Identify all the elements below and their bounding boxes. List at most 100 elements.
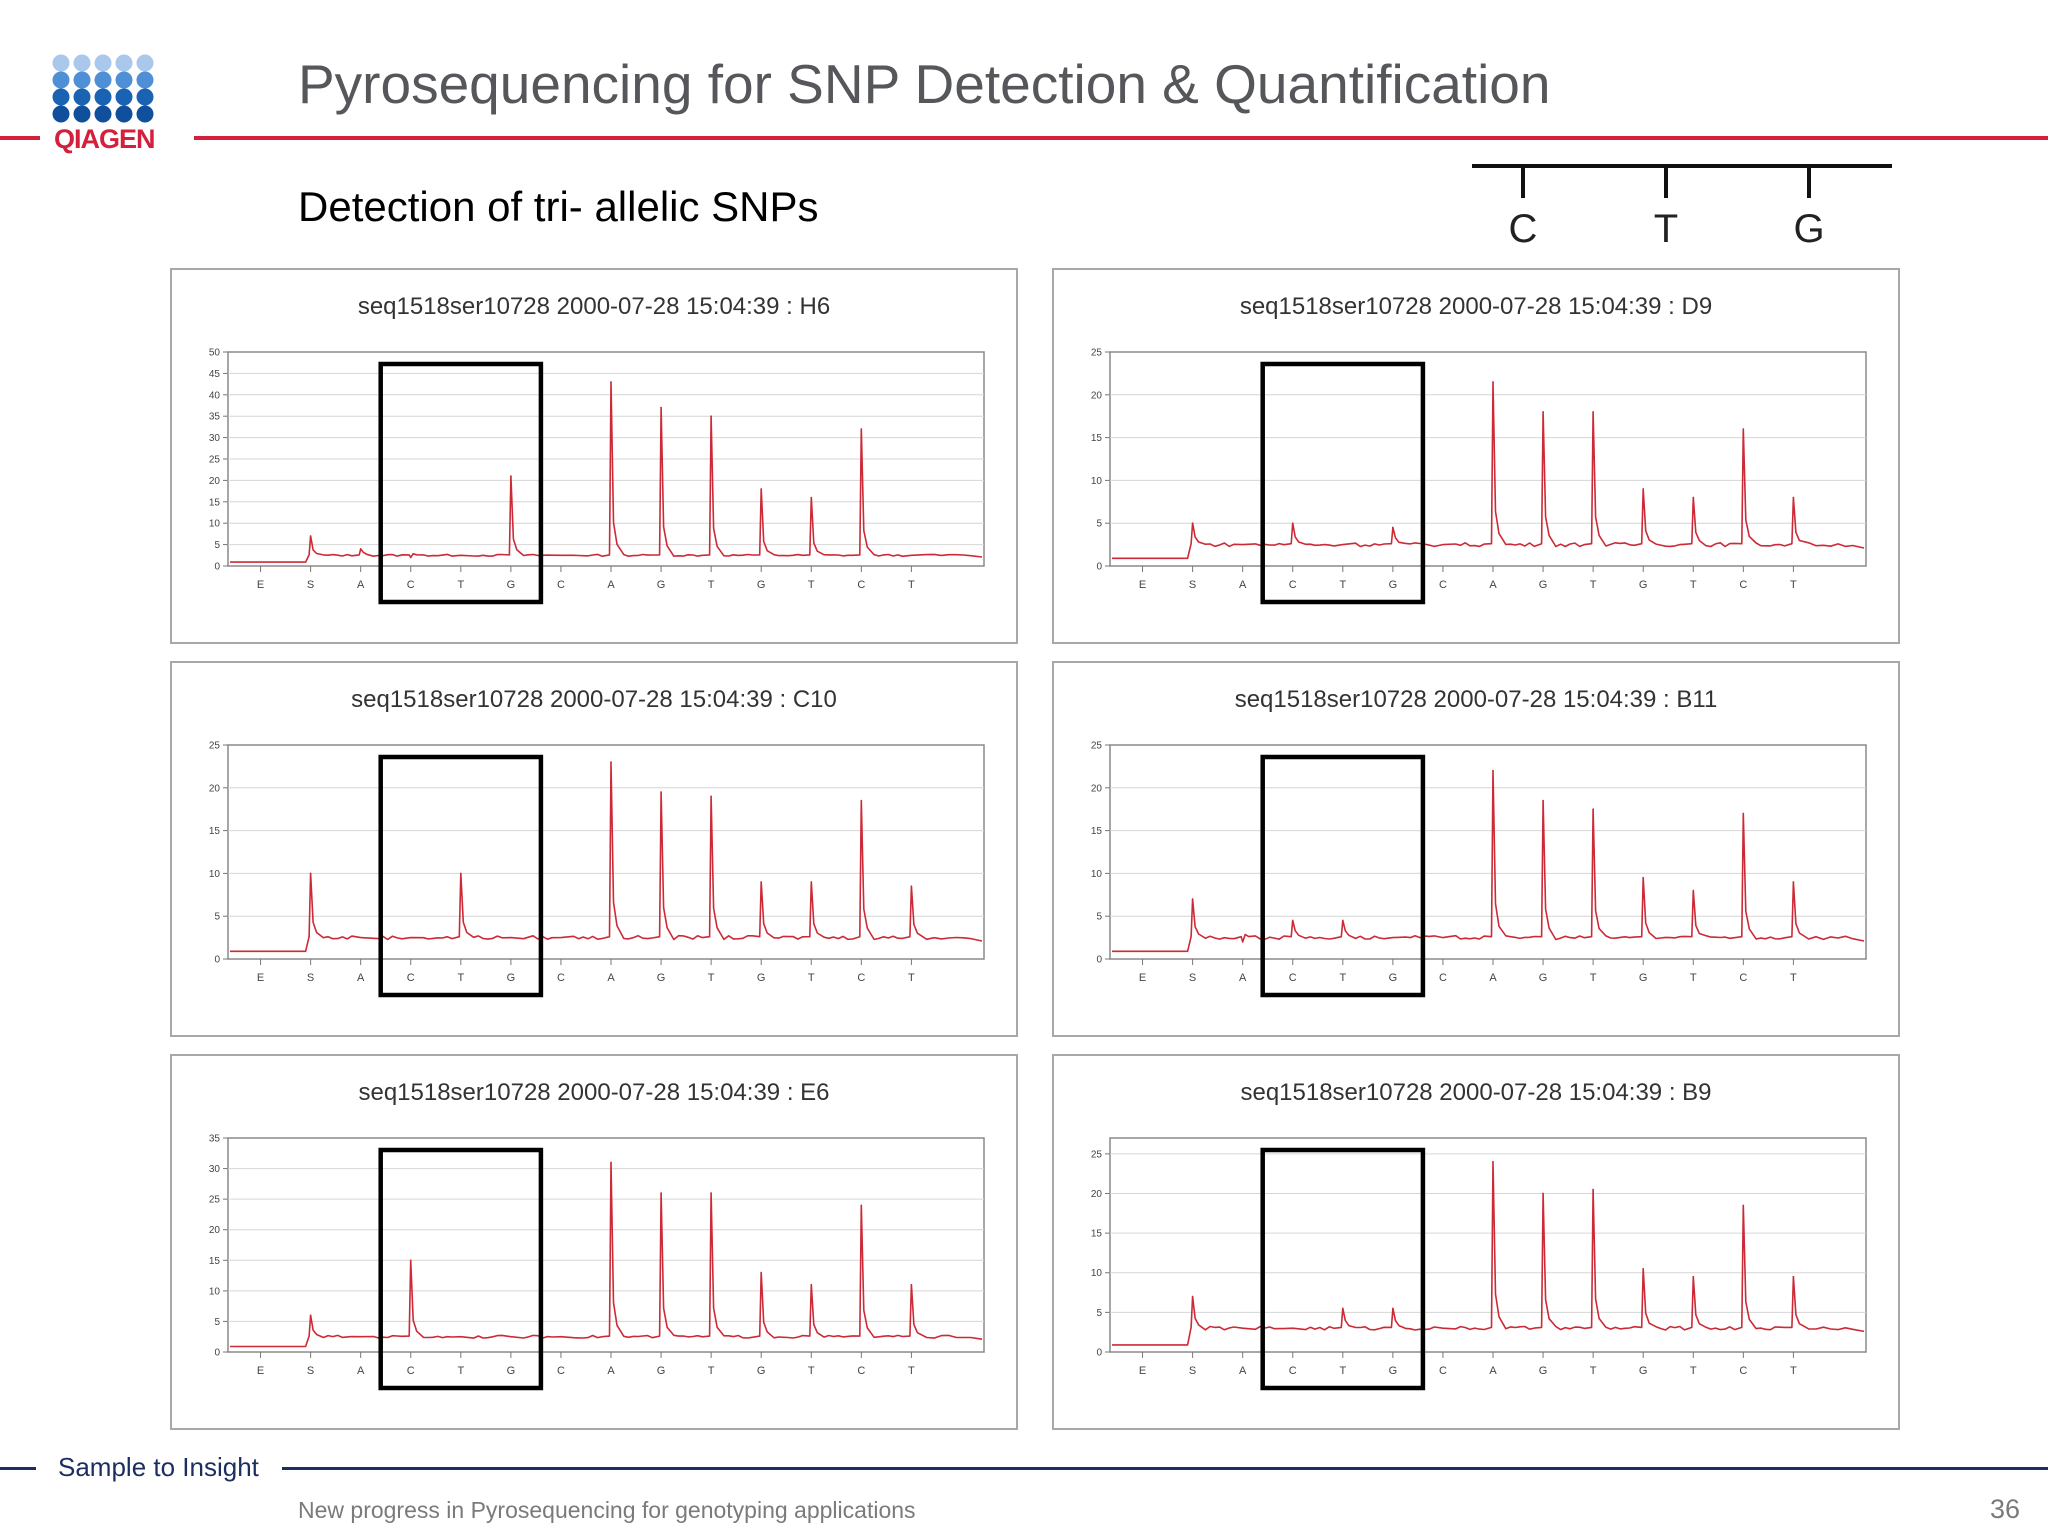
x-tick-label: C [407, 1365, 415, 1377]
y-tick-label: 15 [1091, 433, 1103, 444]
x-tick-label: G [1639, 579, 1648, 591]
footer-rule [282, 1467, 2048, 1470]
peak-point [1692, 496, 1695, 499]
tagline: Sample to Insight [58, 1452, 259, 1482]
x-tick-label: T [1690, 972, 1697, 984]
y-tick-label: 5 [214, 540, 220, 551]
peak-point [1592, 1188, 1594, 1191]
logo-dot [136, 88, 154, 106]
y-tick-label: 25 [209, 1195, 221, 1206]
peak-point [309, 535, 312, 537]
x-tick-label: G [1539, 972, 1548, 984]
peak-point [1642, 1267, 1645, 1270]
y-tick-label: 15 [1091, 1229, 1103, 1240]
x-tick-label: G [507, 579, 516, 591]
x-tick-label: T [708, 1365, 715, 1377]
y-tick-label: 20 [209, 783, 221, 794]
pyrogram-trace [1112, 1161, 1865, 1346]
peak-point [910, 1283, 913, 1286]
plot-area [1109, 744, 1867, 960]
peak-point [1392, 1307, 1394, 1310]
y-tick-label: 25 [209, 455, 221, 466]
y-tick-label: 0 [1096, 1348, 1102, 1359]
pyrogram-trace [1112, 381, 1865, 560]
x-tick-label: S [1189, 1365, 1196, 1377]
x-tick-label: G [757, 579, 766, 591]
peak-point [460, 872, 462, 875]
peak-point [1492, 769, 1494, 772]
x-tick-label: G [1539, 579, 1548, 591]
x-tick-label: G [757, 1365, 766, 1377]
x-tick-label: G [1639, 972, 1648, 984]
peak-point [1642, 876, 1645, 879]
x-tick-label: E [257, 579, 264, 591]
snp-highlight-box [378, 1147, 544, 1391]
y-tick-label: 40 [209, 390, 221, 401]
x-tick-label: T [1339, 972, 1346, 984]
peak-point [1742, 428, 1745, 430]
peak-point [1542, 1192, 1544, 1195]
x-tick-label: T [1690, 579, 1697, 591]
peak-point [1392, 526, 1394, 529]
x-tick-label: C [1439, 579, 1447, 591]
logo-dot [52, 54, 70, 72]
peak-point [810, 881, 813, 883]
logo-dot [94, 71, 112, 89]
footer-text: New progress in Pyrosequencing for genot… [298, 1497, 916, 1523]
slide-subtitle: Detection of tri- allelic SNPs [298, 183, 819, 230]
plot-area [227, 744, 985, 960]
x-tick-label: T [908, 972, 915, 984]
allele-label-c: C [1509, 207, 1538, 251]
x-tick-label: A [1489, 1365, 1497, 1377]
peak-point [1191, 898, 1194, 900]
logo-dot [73, 88, 91, 106]
logo-dot [94, 54, 112, 72]
x-tick-label: G [657, 972, 666, 984]
x-tick-label: G [507, 1365, 516, 1377]
allele-label-g: G [1793, 207, 1824, 251]
x-tick-label: A [1489, 579, 1497, 591]
x-tick-label: A [1239, 972, 1247, 984]
logo-dot [73, 105, 91, 123]
x-tick-label: A [357, 972, 365, 984]
x-tick-label: E [257, 1365, 264, 1377]
peak-point [910, 885, 913, 888]
y-tick-label: 0 [214, 1348, 220, 1359]
logo-dot [115, 54, 133, 72]
pyrogram-panel-h6: seq1518ser10728 2000-07-28 15:04:39 : H6… [170, 268, 1018, 644]
x-tick-label: T [457, 579, 464, 591]
x-tick-label: T [908, 1365, 915, 1377]
page-number: 36 [1989, 1494, 2020, 1524]
x-tick-label: C [1439, 1365, 1447, 1377]
x-tick-label: C [1289, 579, 1297, 591]
x-tick-label: S [307, 1365, 314, 1377]
x-tick-label: S [307, 972, 314, 984]
snp-highlight-box [1260, 754, 1426, 998]
y-tick-label: 25 [209, 741, 221, 752]
x-tick-label: C [557, 1365, 565, 1377]
x-tick-label: G [657, 1365, 666, 1377]
x-tick-label: C [407, 579, 415, 591]
x-tick-label: S [1189, 579, 1196, 591]
peak-point [1792, 496, 1795, 499]
x-tick-label: G [1389, 972, 1398, 984]
peak-point [860, 799, 863, 802]
x-tick-label: T [457, 1365, 464, 1377]
x-tick-label: C [1289, 1365, 1297, 1377]
x-tick-label: A [607, 579, 615, 591]
peak-point [710, 1192, 712, 1194]
x-tick-label: T [1339, 579, 1346, 591]
header-rule [194, 136, 2048, 140]
pyrogram-trace [230, 761, 983, 953]
y-tick-label: 20 [1091, 783, 1103, 794]
peak-point [660, 791, 662, 793]
x-tick-label: E [1139, 1365, 1146, 1377]
peak-point [309, 872, 312, 875]
chart-title: seq1518ser10728 2000-07-28 15:04:39 : H6 [358, 293, 830, 320]
peak-point [610, 761, 612, 763]
qiagen-logo: QIAGEN [52, 54, 182, 154]
peak-point [760, 881, 763, 883]
x-tick-label: G [507, 972, 516, 984]
x-tick-label: T [1790, 579, 1797, 591]
x-tick-label: A [357, 579, 365, 591]
